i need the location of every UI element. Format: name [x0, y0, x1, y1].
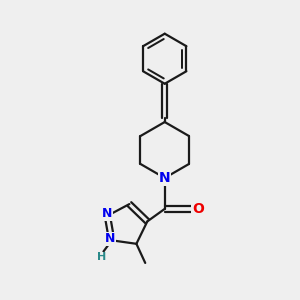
- Text: N: N: [159, 171, 170, 185]
- Text: O: O: [192, 202, 204, 216]
- Text: H: H: [98, 252, 106, 262]
- Text: N: N: [105, 232, 116, 245]
- Text: N: N: [102, 207, 112, 220]
